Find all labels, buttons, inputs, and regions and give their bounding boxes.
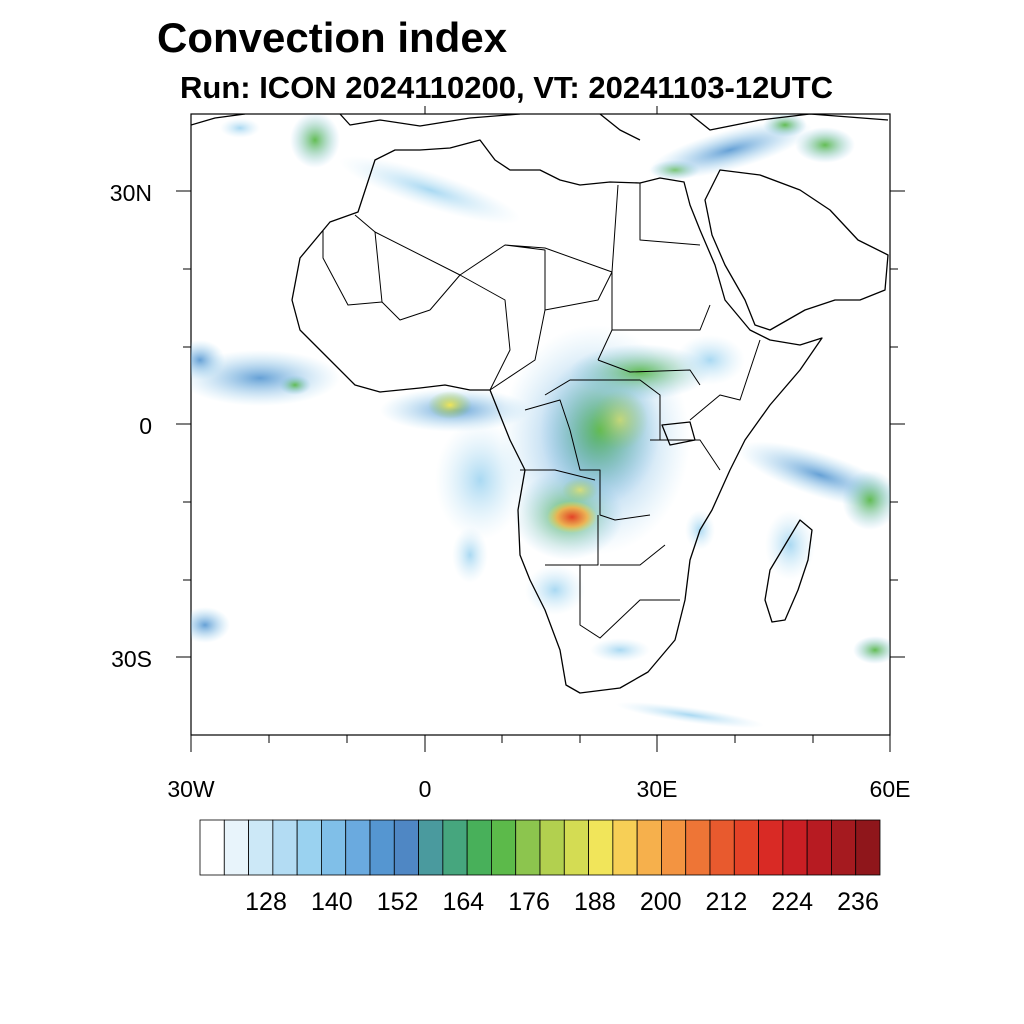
field-south-indian xyxy=(853,636,890,664)
field-sahara-band xyxy=(339,156,521,224)
colorbar-swatch xyxy=(321,819,347,876)
colorbar-swatch xyxy=(563,819,589,876)
colorbar-swatch xyxy=(806,819,832,876)
field-north-atlantic xyxy=(220,118,260,138)
lat-label-0: 0 xyxy=(139,413,152,439)
colorbar xyxy=(199,819,881,876)
field-south-africa xyxy=(590,638,650,662)
lake-victoria xyxy=(661,421,696,446)
colorbar-swatch xyxy=(758,819,784,876)
colorbar-swatch xyxy=(442,819,468,876)
plot-title: Convection index xyxy=(157,14,508,61)
colorbar-swatch xyxy=(393,819,419,876)
field-atlantic-plume xyxy=(435,420,525,540)
country-borders xyxy=(322,183,761,639)
colorbar-swatch xyxy=(709,819,735,876)
field-west-africa-core xyxy=(279,375,311,395)
colorbar-tick-label: 152 xyxy=(376,888,419,916)
colorbar-swatch xyxy=(733,819,759,876)
lon-label-30e: 30E xyxy=(636,776,678,802)
lon-label-0: 0 xyxy=(418,776,432,802)
field-angola-north xyxy=(562,478,598,502)
field-southern-ocean xyxy=(615,701,765,729)
arabia-coastline xyxy=(704,169,889,331)
colorbar-tick-label: 176 xyxy=(508,888,550,916)
field-east-med-core xyxy=(763,114,807,137)
colorbar-swatch xyxy=(272,819,298,876)
madagascar-coastline xyxy=(764,519,813,623)
colorbar-swatch xyxy=(661,819,687,876)
colorbar-swatch xyxy=(223,819,249,876)
field-iberia xyxy=(290,114,340,168)
field-caspian xyxy=(795,127,855,163)
plot-subtitle: Run: ICON 2024110200, VT: 20241103-12UTC xyxy=(180,70,834,105)
colorbar-swatch xyxy=(466,819,492,876)
colorbar-swatch xyxy=(539,819,565,876)
lat-label-30s: 30S xyxy=(111,646,152,672)
europe-coastline xyxy=(191,114,889,141)
field-madagascar-east xyxy=(765,510,815,580)
lat-label-30n: 30N xyxy=(109,180,152,206)
field-east-med-west xyxy=(650,160,700,180)
lon-label-30w: 30W xyxy=(167,776,215,802)
field-cameroon xyxy=(428,391,472,419)
colorbar-tick-label: 128 xyxy=(245,888,287,916)
field-ethiopia xyxy=(675,335,745,385)
colorbar-swatch xyxy=(588,819,614,876)
africa-coastline xyxy=(291,139,823,694)
colorbar-swatch xyxy=(831,819,857,876)
field-angola-core xyxy=(547,501,597,533)
colorbar-swatch xyxy=(491,819,517,876)
colorbar-swatch xyxy=(296,819,322,876)
colorbar-tick-label: 164 xyxy=(442,888,485,916)
colorbar-swatch xyxy=(685,819,711,876)
colorbar-swatch xyxy=(369,819,395,876)
field-namibia xyxy=(525,565,585,615)
field-indian-ocean-core xyxy=(842,470,890,530)
colorbar-swatch xyxy=(855,819,881,876)
colorbar-swatch xyxy=(199,819,225,876)
colorbar-swatch xyxy=(636,819,662,876)
axis-ticks xyxy=(176,106,905,752)
colorbar-tick-label: 188 xyxy=(574,888,616,916)
colorbar-swatch xyxy=(345,819,371,876)
lon-label-60e: 60E xyxy=(869,776,911,802)
colorbar-swatch xyxy=(248,819,274,876)
field-southwest-atlantic xyxy=(191,607,230,643)
colorbar-swatch xyxy=(612,819,638,876)
colorbar-tick-label: 140 xyxy=(310,888,353,916)
colorbar-tick-label: 212 xyxy=(705,888,748,916)
colorbar-tick-label: 200 xyxy=(639,888,682,916)
colorbar-tick-label: 236 xyxy=(837,888,879,916)
colorbar-swatch xyxy=(782,819,808,876)
colorbar-swatch xyxy=(515,819,541,876)
field-east-congo xyxy=(592,390,648,450)
field-west-edge xyxy=(191,340,225,380)
field-atlantic-south xyxy=(452,527,488,583)
colorbar-swatch xyxy=(418,819,444,876)
colorbar-tick-label: 224 xyxy=(771,888,814,916)
